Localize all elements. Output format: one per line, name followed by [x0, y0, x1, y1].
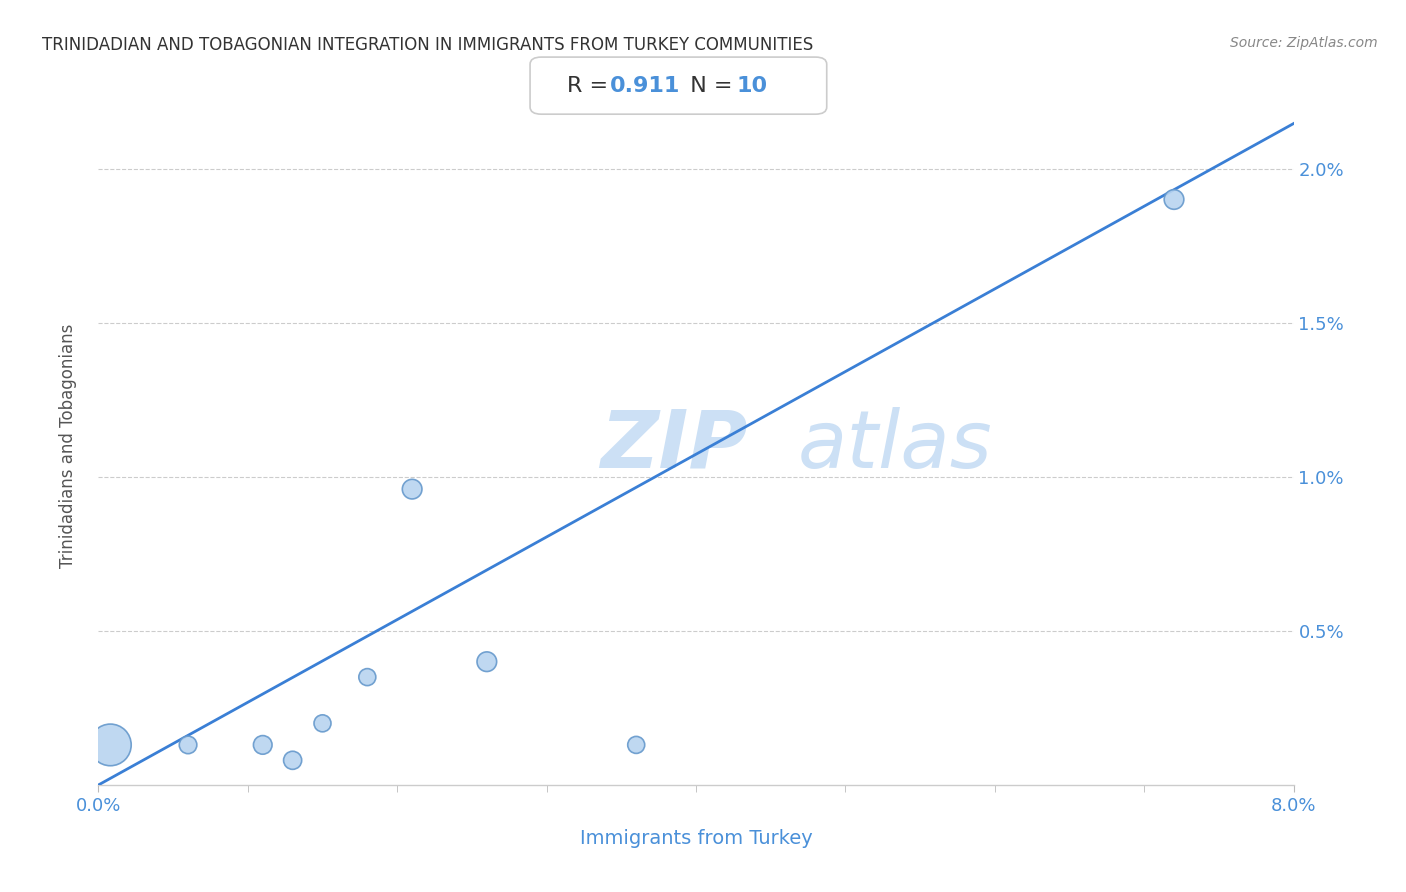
Point	[252, 738, 274, 752]
Point	[475, 655, 498, 669]
Text: Source: ZipAtlas.com: Source: ZipAtlas.com	[1230, 36, 1378, 50]
Text: 10: 10	[737, 76, 768, 95]
Point	[356, 670, 378, 684]
Point	[177, 738, 200, 752]
Point	[626, 738, 648, 752]
Text: 0.911: 0.911	[610, 76, 681, 95]
Text: ZIP: ZIP	[600, 407, 748, 485]
Point	[281, 753, 304, 767]
Text: R =: R =	[567, 76, 614, 95]
Y-axis label: Trinidadians and Tobagonians: Trinidadians and Tobagonians	[59, 324, 77, 568]
Text: atlas: atlas	[797, 407, 993, 485]
Text: TRINIDADIAN AND TOBAGONIAN INTEGRATION IN IMMIGRANTS FROM TURKEY COMMUNITIES: TRINIDADIAN AND TOBAGONIAN INTEGRATION I…	[42, 36, 814, 54]
X-axis label: Immigrants from Turkey: Immigrants from Turkey	[579, 829, 813, 847]
Point	[311, 716, 333, 731]
Point	[1163, 193, 1185, 207]
Text: N =: N =	[676, 76, 740, 95]
Point	[401, 482, 423, 496]
Point	[98, 738, 122, 752]
